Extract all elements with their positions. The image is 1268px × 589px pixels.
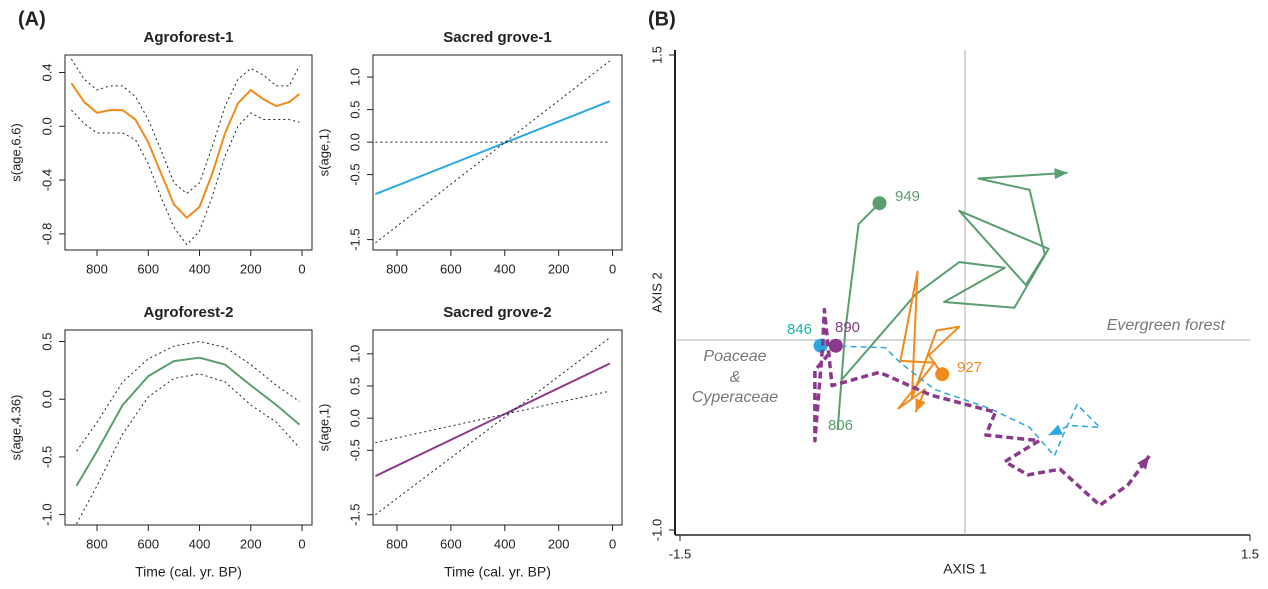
y-axis-label: AXIS 2 — [649, 272, 664, 312]
series-line — [836, 171, 1068, 431]
annotation: & — [730, 369, 741, 386]
annotation: 890 — [835, 319, 860, 336]
series-line — [375, 390, 610, 444]
y-tick-label: 0.5 — [39, 332, 54, 350]
annotation: Poaceae — [703, 348, 766, 365]
series-line — [71, 109, 300, 246]
chart-title: Agroforest-2 — [143, 304, 233, 321]
x-tick-label: 400 — [189, 536, 211, 551]
plot-frame — [64, 329, 313, 526]
series-line — [813, 307, 1151, 508]
y-tick-label: -1.5 — [347, 228, 362, 250]
arrow-head — [1054, 168, 1068, 180]
y-tick-label: 1.5 — [649, 46, 664, 64]
series-line — [76, 373, 300, 525]
x-tick-label: 400 — [494, 536, 516, 551]
series-line — [70, 58, 300, 195]
annotation: Cyperaceae — [692, 389, 778, 406]
y-tick-label: -0.5 — [39, 446, 54, 468]
x-tick-label: 200 — [548, 536, 570, 551]
x-tick-label: 0 — [609, 261, 616, 276]
arrow-head — [1048, 424, 1063, 435]
x-tick-label: 600 — [440, 536, 462, 551]
x-tick-label: 400 — [494, 261, 516, 276]
series-line — [820, 344, 1101, 457]
y-tick-label: 1.0 — [347, 345, 362, 363]
start-point — [872, 196, 887, 211]
y-tick-label: -0.4 — [39, 169, 54, 191]
y-axis-label: s(age,1) — [316, 404, 331, 452]
x-tick-label: 800 — [386, 261, 408, 276]
y-tick-label: 0.0 — [39, 117, 54, 135]
arrow-head — [915, 398, 926, 413]
x-tick-label: 0 — [609, 536, 616, 551]
y-tick-label: -0.8 — [39, 223, 54, 245]
chart-title: Sacred grove-1 — [443, 29, 551, 46]
y-tick-label: 0.0 — [347, 133, 362, 151]
x-tick-label: 800 — [386, 536, 408, 551]
panel-label: (A) — [18, 8, 46, 30]
x-tick-label: 200 — [240, 261, 262, 276]
y-axis-label: s(age,6.6) — [8, 123, 23, 182]
y-axis-label: s(age,4.36) — [8, 395, 23, 461]
y-tick-label: -0.5 — [347, 163, 362, 185]
y-tick-label: 0.5 — [347, 101, 362, 119]
x-tick-label: 800 — [86, 261, 108, 276]
y-tick-label: 1.0 — [347, 68, 362, 86]
plot-frame — [372, 329, 623, 526]
series-line — [897, 270, 961, 413]
y-tick-label: -1.5 — [347, 503, 362, 525]
x-tick-label: 1.5 — [1241, 546, 1259, 561]
annotation: 806 — [828, 417, 853, 434]
annotation: Evergreen forest — [1107, 317, 1226, 334]
arrow-head — [1137, 455, 1150, 470]
series-line — [76, 341, 300, 452]
x-tick-label: 0 — [298, 261, 305, 276]
y-axis-label: s(age,1) — [316, 129, 331, 177]
y-tick-label: 0.0 — [347, 409, 362, 427]
chart-title: Sacred grove-2 — [443, 304, 551, 321]
chart-title: Agroforest-1 — [143, 29, 233, 46]
y-tick-label: -0.5 — [347, 439, 362, 461]
x-tick-label: 800 — [86, 536, 108, 551]
series-line — [374, 362, 611, 477]
annotation: 927 — [957, 359, 982, 376]
start-point — [935, 367, 950, 382]
x-tick-label: 200 — [240, 536, 262, 551]
start-point — [828, 338, 843, 353]
x-tick-label: 200 — [548, 261, 570, 276]
series-line — [375, 337, 611, 516]
x-tick-label: 600 — [440, 261, 462, 276]
x-tick-label: 600 — [137, 261, 159, 276]
series-line — [70, 82, 301, 219]
annotation: 949 — [895, 188, 920, 205]
series-line — [375, 60, 611, 244]
series-line — [375, 100, 611, 196]
y-tick-label: -1.0 — [39, 503, 54, 525]
x-tick-label: -1.5 — [669, 546, 691, 561]
plot-frame — [64, 54, 313, 251]
series-line — [75, 356, 301, 487]
x-tick-label: 400 — [189, 261, 211, 276]
x-axis-label: Time (cal. yr. BP) — [444, 564, 551, 580]
x-tick-label: 0 — [298, 536, 305, 551]
x-axis-label: AXIS 1 — [943, 561, 987, 577]
y-tick-label: 0.5 — [347, 377, 362, 395]
y-tick-label: -1.0 — [649, 519, 664, 541]
y-tick-label: 0.0 — [39, 390, 54, 408]
y-tick-label: 0.4 — [39, 63, 54, 81]
x-tick-label: 600 — [137, 536, 159, 551]
panel-label: (B) — [648, 8, 676, 30]
annotation: 846 — [787, 321, 812, 338]
plot-frame — [372, 54, 623, 251]
x-axis-label: Time (cal. yr. BP) — [135, 564, 242, 580]
